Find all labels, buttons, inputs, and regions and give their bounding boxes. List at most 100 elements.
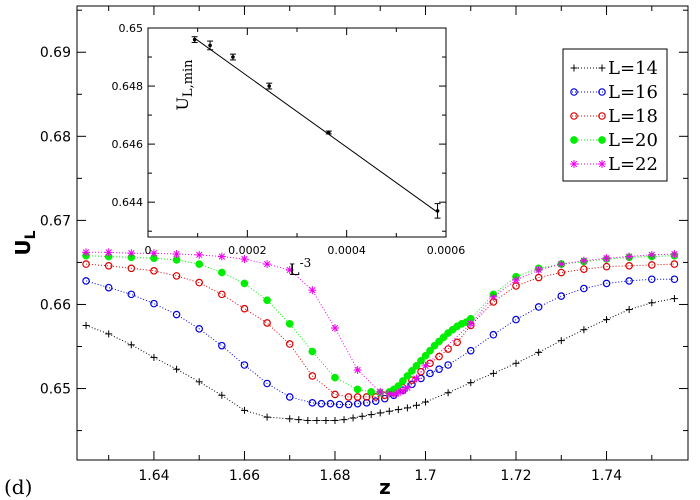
data-point-l14 — [322, 416, 330, 424]
data-point-l18 — [647, 261, 656, 269]
legend-item-l14: L=14 — [570, 58, 658, 79]
data-point-l18 — [195, 278, 204, 287]
panel-label: (d) — [4, 475, 32, 499]
series-l18 — [82, 260, 679, 401]
legend-box — [562, 48, 668, 182]
legend-marker — [598, 64, 606, 72]
legend-marker — [570, 112, 578, 120]
data-point-l16 — [444, 361, 452, 369]
data-point-l16 — [172, 310, 181, 319]
data-point-l18 — [344, 393, 353, 401]
inset-x-tick-label: 0 — [145, 244, 152, 257]
data-point-l20 — [263, 296, 271, 305]
data-point-l14 — [331, 416, 339, 424]
data-point-l20 — [408, 367, 416, 375]
data-point-l16 — [127, 290, 136, 299]
data-point-l18 — [670, 260, 679, 268]
data-point-l14 — [467, 379, 475, 387]
y-axis-title-sub: L — [23, 230, 39, 239]
legend-label: L=18 — [608, 106, 658, 127]
data-point-l14 — [358, 412, 366, 420]
data-point-l16 — [512, 315, 520, 324]
data-point-l18 — [453, 338, 461, 347]
y-axis-title: UL — [11, 230, 39, 255]
data-point-l14 — [240, 406, 248, 414]
inset-y-tick-label: 0.646 — [112, 138, 144, 151]
inset-x-title-sup: -3 — [300, 256, 312, 270]
data-point-l18 — [625, 261, 633, 270]
data-point-l14 — [349, 414, 357, 422]
series-line-l16 — [85, 278, 675, 405]
data-point-l20 — [240, 279, 249, 288]
inset-data-point — [325, 130, 332, 135]
svg-text:UL: UL — [11, 230, 39, 255]
data-point-l16 — [150, 299, 158, 308]
data-point-l16 — [326, 399, 335, 408]
data-point-l16 — [426, 369, 434, 378]
main-series-group — [82, 248, 679, 424]
legend-item-l20: L=20 — [570, 130, 658, 151]
data-point-l22 — [104, 248, 113, 257]
inset-x-tick-label: 0.0006 — [427, 244, 466, 257]
data-point-l14 — [127, 341, 135, 349]
inset-data-point — [191, 36, 198, 44]
inset-x-title-main: L — [289, 260, 300, 279]
y-tick-label: 0.65 — [40, 382, 71, 398]
data-point-l16 — [625, 277, 633, 285]
data-point-l16 — [195, 325, 204, 333]
data-point-l14 — [218, 391, 226, 399]
data-point-l22 — [579, 256, 588, 265]
inset-y-tick-label: 0.648 — [112, 80, 144, 93]
data-point-l18 — [308, 372, 317, 380]
data-point-l14 — [263, 413, 271, 421]
legend-marker — [598, 160, 606, 168]
data-point-l22 — [308, 286, 317, 295]
x-tick-label: 1.72 — [500, 468, 531, 484]
data-point-l16 — [218, 341, 226, 350]
data-point-l22 — [512, 276, 521, 285]
data-point-l16 — [466, 346, 475, 355]
data-point-l22 — [172, 250, 181, 259]
data-point-l16 — [317, 399, 326, 408]
data-point-l14 — [82, 321, 90, 329]
data-point-l20 — [217, 268, 226, 277]
data-point-l14 — [367, 411, 375, 419]
data-point-l14 — [173, 365, 181, 373]
legend-marker — [570, 88, 578, 96]
data-point-l20 — [308, 347, 317, 356]
series-line-l20 — [86, 255, 675, 394]
data-point-l18 — [444, 345, 452, 353]
data-point-l22 — [376, 387, 385, 396]
data-point-l22 — [398, 387, 407, 396]
data-point-l18 — [150, 267, 158, 275]
data-point-l14 — [670, 295, 678, 303]
data-point-l18 — [104, 261, 113, 270]
data-point-l16 — [435, 365, 443, 374]
data-point-l20 — [399, 377, 407, 385]
data-point-l16 — [580, 284, 588, 293]
inset-y-tick-label: 0.65 — [119, 22, 144, 35]
legend-label: L=16 — [608, 82, 658, 103]
legend-marker — [570, 136, 578, 144]
inset-point-marker — [208, 43, 212, 48]
data-point-l22 — [263, 260, 272, 269]
data-point-l14 — [444, 389, 452, 397]
inset-fit-line — [194, 37, 438, 213]
legend-label: L=14 — [608, 58, 658, 79]
data-point-l20 — [403, 372, 412, 380]
series-line-l14 — [85, 298, 675, 421]
data-point-l16 — [285, 393, 294, 401]
main-axes: 1.64 1.66 1.68 1.7 1.72 1.74 0.65 0.66 0.67 0.68 0… — [40, 6, 688, 484]
data-point-l22 — [412, 374, 421, 383]
data-point-l14 — [313, 416, 321, 424]
data-point-l22 — [489, 292, 498, 301]
legend-item-l16: L=16 — [570, 82, 658, 103]
legend-item-l22: L=22 — [570, 154, 658, 175]
data-point-l22 — [82, 248, 91, 257]
inset-frame — [147, 27, 447, 238]
data-point-l22 — [557, 260, 566, 269]
inset-y-tick-label: 0.644 — [112, 196, 144, 209]
inset-point-marker — [435, 209, 440, 213]
data-point-l14 — [557, 337, 565, 345]
data-point-l20 — [285, 319, 294, 328]
